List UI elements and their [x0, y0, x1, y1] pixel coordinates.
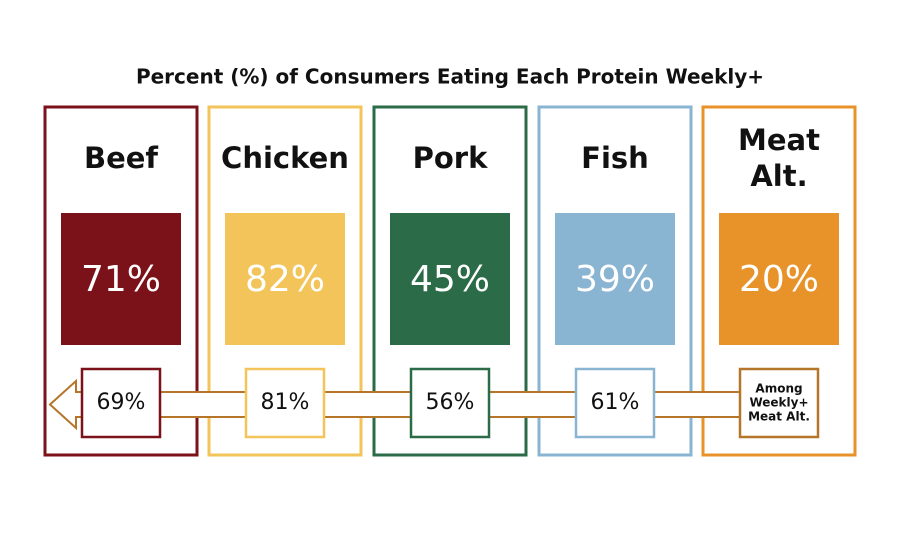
percent-value: 45%	[410, 259, 490, 300]
among-value: 56%	[426, 390, 475, 415]
among-value: Weekly+	[749, 396, 808, 410]
among-box	[409, 367, 491, 439]
among-value: 81%	[261, 390, 310, 415]
card-name: Chicken	[221, 141, 349, 175]
percent-value: 71%	[81, 259, 161, 300]
card-name: Fish	[581, 141, 649, 175]
among-value: 69%	[97, 390, 146, 415]
among-value: Meat Alt.	[748, 410, 810, 424]
card-name: Pork	[413, 141, 488, 175]
percent-box	[555, 213, 675, 345]
card	[537, 105, 693, 457]
arrow-mask	[73, 393, 79, 416]
percent-box	[225, 213, 345, 345]
card-name: Alt.	[750, 159, 807, 193]
percent-value: 82%	[245, 259, 325, 300]
percent-value: 39%	[575, 259, 655, 300]
among-box	[80, 367, 162, 439]
among-box	[738, 367, 820, 439]
card	[43, 105, 199, 457]
card	[207, 105, 363, 457]
card	[701, 105, 857, 457]
among-box	[244, 367, 326, 439]
percent-box	[719, 213, 839, 345]
among-value: Among	[755, 382, 802, 396]
card-name: Beef	[84, 141, 158, 175]
among-box	[574, 367, 656, 439]
arrow-head	[48, 378, 77, 431]
card	[372, 105, 528, 457]
percent-box	[61, 213, 181, 345]
among-value: 61%	[591, 390, 640, 415]
percent-box	[390, 213, 510, 345]
card-name: Meat	[738, 123, 820, 157]
percent-value: 20%	[739, 259, 819, 300]
title: Percent (%) of Consumers Eating Each Pro…	[136, 65, 764, 89]
